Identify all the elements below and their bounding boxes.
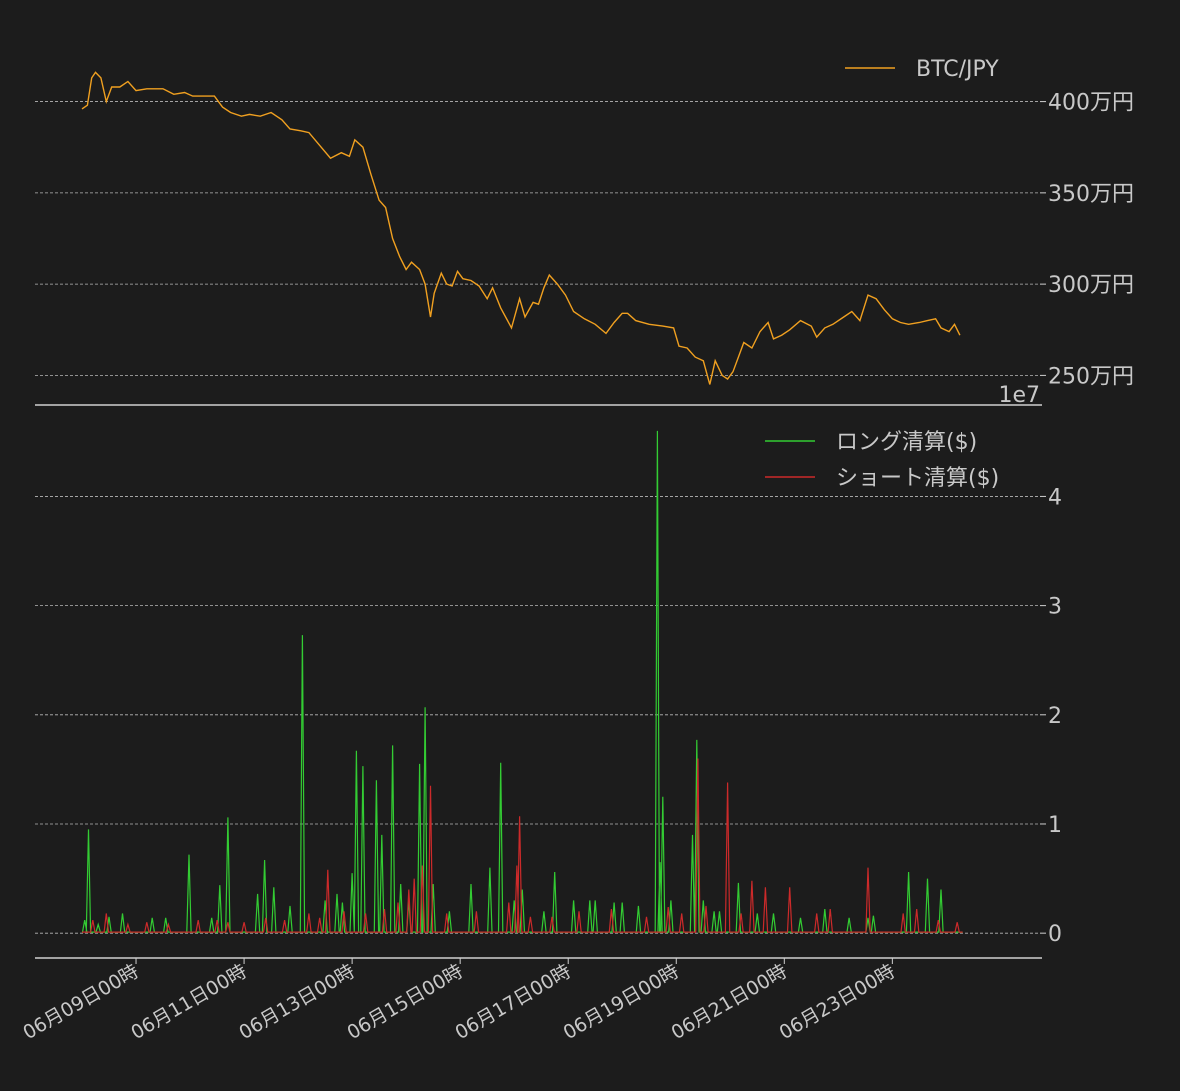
price-y-tick-label: 350万円 <box>1048 182 1134 207</box>
liquidation-y-tick-label: 1 <box>1048 813 1062 838</box>
price-y-tick-label: 400万円 <box>1048 91 1134 116</box>
price-y-tick-label: 250万円 <box>1048 364 1134 389</box>
long-legend-label: ロング清算($) <box>836 430 977 455</box>
btc-jpy-price-line <box>81 71 961 385</box>
short-legend-label: ショート清算($) <box>836 466 999 491</box>
liquidation-y-tick-label: 4 <box>1048 485 1062 510</box>
liquidation-y-tick-labels: 0 1 2 3 4 <box>1048 485 1062 947</box>
price-panel: 250万円 300万円 350万円 400万円 BTC/JPY <box>35 57 1134 406</box>
price-gridlines <box>35 101 1046 376</box>
y-offset-label: 1e7 <box>998 383 1040 408</box>
liquidation-gridlines <box>35 495 1046 934</box>
liquidation-legend: ロング清算($) ショート清算($) <box>765 430 999 491</box>
price-y-tick-label: 300万円 <box>1048 273 1134 298</box>
price-legend: BTC/JPY <box>845 57 999 82</box>
liquidation-y-tick-label: 3 <box>1048 595 1062 620</box>
liquidation-y-tick-label: 0 <box>1048 922 1062 947</box>
price-y-tick-labels: 250万円 300万円 350万円 400万円 <box>1048 91 1134 390</box>
btc-jpy-legend-label: BTC/JPY <box>916 57 999 82</box>
liquidation-y-tick-label: 2 <box>1048 704 1062 729</box>
short-liquidation-line <box>82 758 963 933</box>
